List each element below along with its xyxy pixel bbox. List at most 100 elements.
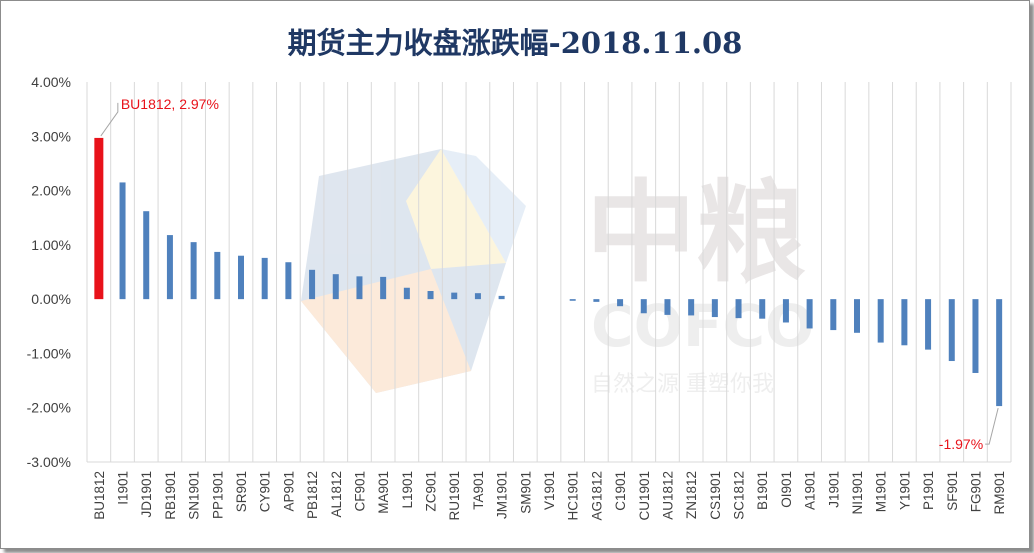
bar-jm1901 — [498, 295, 505, 300]
bar-hc1901 — [569, 299, 576, 301]
x-tick-label: SN1901 — [187, 471, 202, 520]
bar-bu1812 — [94, 137, 104, 300]
y-tick-label: 0.00% — [31, 291, 71, 307]
bar-ni1901 — [854, 299, 860, 333]
x-tick-label: CS1901 — [708, 471, 723, 520]
bar-cy901 — [261, 257, 268, 300]
x-tick-label: V1901 — [542, 471, 557, 510]
annotation-leader — [100, 102, 119, 137]
bar-l1901 — [403, 287, 410, 300]
y-axis: 4.00% 3.00% 2.00% 1.00% 0.00% -1.00% -2.00% -3.… — [27, 74, 71, 470]
y-tick-label: 3.00% — [31, 128, 71, 144]
gridlines — [86, 82, 1012, 463]
bar-m1901 — [877, 299, 884, 343]
cofco-watermark: 中粮 COFCO 自然之源 重塑你我 — [301, 149, 814, 397]
bar-zc901 — [427, 291, 434, 300]
x-tick-label: SF901 — [945, 471, 960, 511]
x-tick-label: OI901 — [779, 471, 794, 508]
y-tick-label: -2.00% — [27, 400, 71, 416]
bar-fg901 — [972, 299, 979, 373]
x-tick-label: B1901 — [755, 471, 770, 510]
chart-title: 期货主力收盘涨跌幅-2018.11.08 — [288, 26, 743, 60]
bar-sr901 — [238, 255, 244, 300]
watermark-brand-cn: 中粮 — [586, 169, 806, 297]
x-tick-label: NI1901 — [850, 471, 865, 515]
bar-ta901 — [474, 293, 481, 300]
cofco-logo-icon — [301, 149, 526, 393]
x-axis: BU1812 I1901 JD1901 RB1901 SN1901 PP1901 SR901… — [92, 471, 1007, 521]
x-tick-label: P1901 — [921, 471, 936, 510]
bar-i1901 — [119, 182, 126, 300]
x-tick-label: RB1901 — [163, 471, 178, 520]
x-tick-label: L1901 — [400, 471, 415, 509]
bar-ap901 — [285, 262, 292, 300]
y-tick-label: -1.00% — [27, 345, 71, 361]
bar-c1901 — [617, 299, 624, 307]
bar-au1812 — [664, 299, 671, 315]
bar-zn1812 — [688, 299, 695, 316]
bar-cf901 — [356, 276, 363, 300]
bar-sc1812 — [735, 299, 742, 319]
bar-ru1901 — [451, 292, 458, 300]
annotation-leader — [985, 407, 999, 445]
x-tick-label: SC1812 — [732, 471, 747, 520]
bar-a1901 — [806, 299, 813, 329]
x-tick-label: C1901 — [613, 471, 628, 511]
x-tick-label: PB1812 — [305, 471, 320, 519]
y-tick-label: 2.00% — [31, 183, 71, 199]
x-tick-label: MA901 — [376, 471, 391, 514]
data-label-max: BU1812, 2.97% — [121, 96, 219, 112]
bar-sf901 — [948, 299, 955, 362]
x-tick-label: TA901 — [471, 471, 486, 510]
x-tick-label: JM1901 — [495, 471, 510, 519]
bar-cu1901 — [640, 299, 647, 314]
x-tick-label: CY901 — [258, 471, 273, 512]
y-tick-label: -3.00% — [27, 454, 71, 470]
bar-j1901 — [830, 299, 837, 331]
x-tick-label: J1901 — [826, 471, 841, 508]
y-tick-label: 4.00% — [31, 74, 71, 90]
x-tick-label: CF901 — [352, 471, 367, 512]
bar-pp1901 — [214, 251, 221, 300]
x-tick-label: Y1901 — [897, 471, 912, 510]
x-tick-label: ZC901 — [424, 471, 439, 512]
x-tick-label: JD1901 — [139, 471, 154, 518]
x-tick-label: RU1901 — [447, 471, 462, 521]
bar-oi901 — [782, 299, 789, 323]
x-tick-label: ZN1812 — [684, 471, 699, 519]
x-tick-label: CU1901 — [637, 471, 652, 521]
bar-pb1812 — [309, 269, 316, 300]
bar-ag1812 — [593, 299, 600, 302]
bar-p1901 — [925, 299, 932, 350]
bar-sn1901 — [190, 242, 197, 300]
bar-al1812 — [332, 274, 339, 300]
x-tick-label: PP1901 — [210, 471, 225, 519]
data-labels: BU1812, 2.97% -1.97% — [100, 96, 999, 452]
x-tick-label: BU1812 — [92, 471, 107, 520]
y-tick-label: 1.00% — [31, 237, 71, 253]
x-tick-label: I1901 — [116, 471, 131, 505]
x-tick-label: AU1812 — [660, 471, 675, 520]
x-tick-label: AG1812 — [589, 471, 604, 521]
bar-series — [94, 137, 1003, 407]
x-tick-label: AP901 — [281, 471, 296, 512]
x-tick-label: RM901 — [992, 471, 1007, 515]
x-tick-label: AL1812 — [329, 471, 344, 518]
bar-y1901 — [901, 299, 908, 346]
bar-ma901 — [380, 276, 387, 300]
watermark-slogan: 自然之源 重塑你我 — [591, 372, 774, 397]
bar-jd1901 — [143, 211, 150, 300]
data-label-min: -1.97% — [939, 436, 983, 452]
bar-cs1901 — [711, 299, 718, 318]
bar-b1901 — [759, 299, 766, 319]
x-tick-label: FG901 — [968, 471, 983, 512]
x-tick-label: SR901 — [234, 471, 249, 512]
x-tick-label: A1901 — [803, 471, 818, 510]
bar-rm901 — [996, 299, 1003, 407]
x-tick-label: M1901 — [874, 471, 889, 512]
bar-rb1901 — [166, 235, 173, 300]
x-tick-label: HC1901 — [566, 471, 581, 521]
x-tick-label: SM901 — [518, 471, 533, 514]
